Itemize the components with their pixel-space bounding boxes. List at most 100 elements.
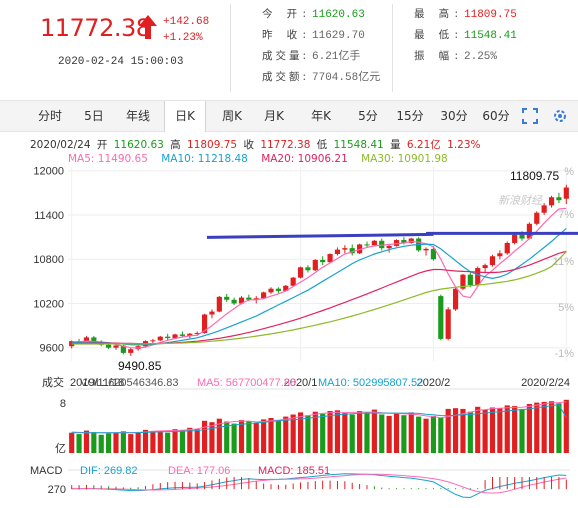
volume-legend: MA10: 502995807.52 <box>318 377 423 389</box>
y-tick-label: 10200 <box>33 298 64 310</box>
pct-tick-label: -1% <box>554 348 574 360</box>
candle-body <box>393 240 400 246</box>
tab-30min[interactable]: 30分 <box>440 109 468 123</box>
watermark-text: 新浪财经 <box>498 194 543 207</box>
volume-bar <box>98 434 104 453</box>
pct-tick-label: 5% <box>558 302 574 314</box>
settings-icon[interactable] <box>552 108 568 124</box>
ohlc-open-label: 开 <box>96 139 108 151</box>
tab-60min[interactable]: 60分 <box>482 109 510 123</box>
min-annotation: 9490.85 <box>118 359 162 373</box>
candle-body <box>452 288 459 310</box>
volume-bar <box>342 413 348 453</box>
candle-body <box>497 253 503 257</box>
tab-intraday[interactable]: 分时 <box>37 109 62 123</box>
change-value: +142.68 <box>163 16 210 28</box>
candle-body <box>120 345 126 353</box>
volume-bar <box>408 412 414 453</box>
x-tick-label: 2020/2/24 <box>521 377 570 389</box>
tab-monthly-k[interactable]: 月K <box>264 109 284 123</box>
candle-body <box>357 244 363 254</box>
volume-bar <box>534 402 540 453</box>
tab-yearline[interactable]: 年线 <box>125 109 150 123</box>
candle-body <box>179 334 186 336</box>
candle-body <box>290 277 296 286</box>
volume-bar <box>371 409 377 453</box>
tab-15min[interactable]: 15分 <box>396 109 424 123</box>
volume-bar <box>482 409 488 453</box>
candle-body <box>364 244 370 246</box>
kline-chart[interactable]: 12000 11400 10800 10200 9600% 7% 11% 5% -1% 2019/… <box>0 165 578 508</box>
candle-body <box>231 299 237 304</box>
fullscreen-icon[interactable] <box>522 108 538 124</box>
chart-labels: 12000 11400 10800 10200 9600% 7% 11% 5% -1% 2019/… <box>30 166 574 496</box>
candle-body <box>106 344 112 348</box>
candle-body <box>548 197 555 206</box>
candle-body <box>379 240 385 249</box>
volume-bar <box>460 408 466 453</box>
candle-body <box>408 238 414 243</box>
ma-lines-layer <box>71 207 578 349</box>
candle-body <box>165 336 171 339</box>
tab-daily-k[interactable]: 日K <box>164 101 206 132</box>
candle-body <box>320 259 326 263</box>
price-change: +142.68 +1.23% <box>163 14 209 46</box>
volume-bar <box>83 430 90 453</box>
volume-bar <box>253 422 259 453</box>
volume-unit-label: 亿 <box>55 442 66 455</box>
candle-body <box>305 267 311 271</box>
pct-tick-label: % <box>564 166 574 178</box>
volume-bar <box>69 432 75 453</box>
volume-bar <box>135 432 141 453</box>
volume-max-label: 8 <box>60 398 66 410</box>
macd-layer <box>71 473 567 499</box>
candle-body <box>157 336 163 341</box>
volume-bar <box>128 434 134 453</box>
candle-body <box>445 309 451 339</box>
ohlc-date: 2020/02/24 <box>30 139 91 151</box>
candle-body <box>201 314 208 333</box>
volume-bar <box>364 412 370 453</box>
volume-bar <box>187 427 193 453</box>
ohlc-low: 11548.41 <box>333 139 384 151</box>
volume-bar <box>504 405 510 453</box>
candle-body <box>224 296 230 300</box>
chart-grid <box>68 167 570 471</box>
candle-body <box>113 345 119 348</box>
candle-body <box>128 349 134 353</box>
candle-body <box>172 334 178 339</box>
ohlc-vol-label: 量 <box>390 139 401 151</box>
candle-body <box>238 297 245 304</box>
volume-legend: VOL: 620546346.83 <box>80 377 178 389</box>
tab-5min[interactable]: 5分 <box>358 109 378 123</box>
macd-legend: MACD: 185.51 <box>258 465 330 477</box>
volume-bar <box>519 408 525 453</box>
volume-bar <box>209 422 215 453</box>
volume-bar <box>489 407 496 453</box>
resistance-line <box>206 232 434 239</box>
volume-bar <box>194 429 200 453</box>
ma20-legend: MA20: 10906.21 <box>261 153 348 165</box>
tab-yearly-k[interactable]: 年K <box>311 109 331 123</box>
tab-5day[interactable]: 5日 <box>84 109 104 123</box>
candle-body <box>519 234 525 239</box>
macd-legend: DIF: 269.82 <box>80 465 137 477</box>
tab-weekly-k[interactable]: 周K <box>222 109 242 123</box>
stat-open: 今 开: 11620.63 <box>262 8 365 21</box>
candle-body <box>504 242 510 254</box>
volume-bar <box>142 429 149 453</box>
dea-line <box>71 473 567 494</box>
volume-bar <box>379 414 385 453</box>
volume-bar <box>305 415 311 453</box>
candle-body <box>261 292 267 299</box>
candle-body <box>327 254 333 263</box>
volume-bar <box>357 411 363 453</box>
candle-body <box>297 267 304 278</box>
volume-bar <box>297 412 304 453</box>
volume-bar <box>320 413 326 453</box>
candle-body <box>534 212 540 224</box>
candle-body <box>209 311 215 315</box>
volume-bar <box>238 420 245 453</box>
current-price: 11772.38 <box>40 14 151 42</box>
candle-body <box>312 259 318 271</box>
